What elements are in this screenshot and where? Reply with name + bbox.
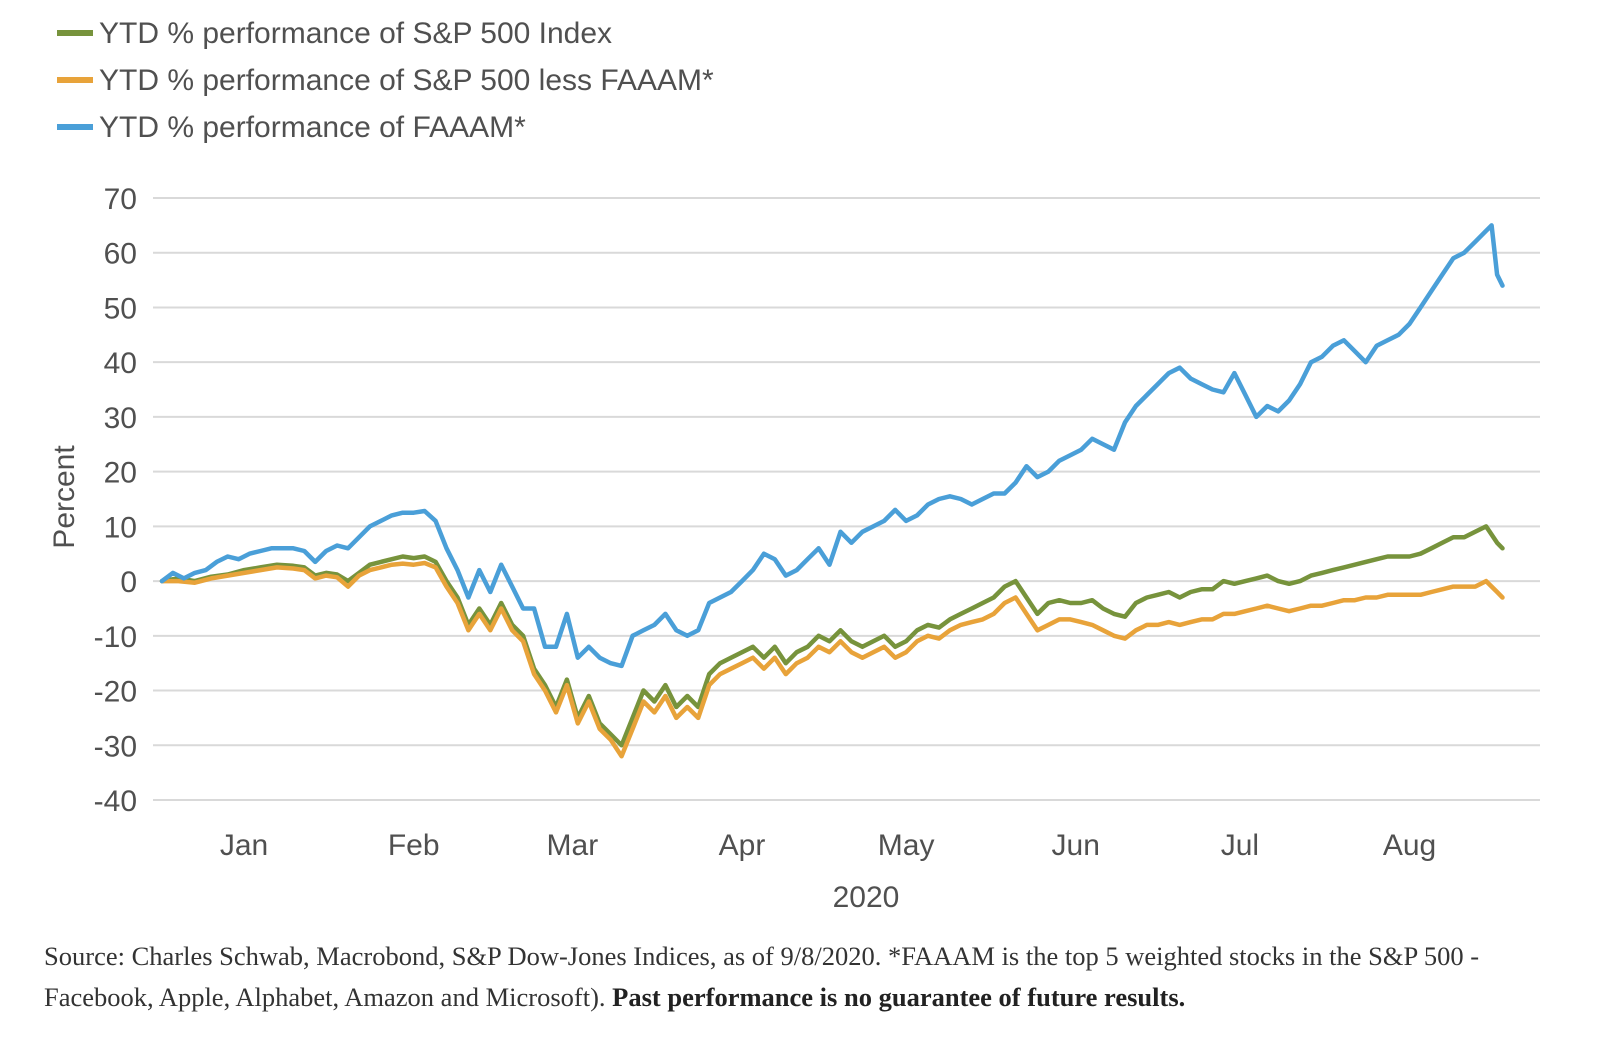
x-tick-label-apr: Apr	[719, 829, 766, 862]
x-tick-label-jan: Jan	[220, 829, 268, 862]
legend-item-2: YTD % performance of S&P 500 less FAAAM*	[57, 64, 714, 97]
legend-item-1: YTD % performance of S&P 500 Index	[57, 17, 612, 50]
x-tick-label-may: May	[878, 829, 935, 862]
series-line-3	[159, 223, 1505, 669]
x-tick-label-jun: Jun	[1052, 829, 1100, 862]
y-tick-label: 10	[104, 511, 137, 544]
y-tick-label: -30	[94, 730, 137, 763]
legend-label: YTD % performance of FAAAM*	[99, 111, 526, 144]
y-tick-label: 60	[104, 238, 137, 271]
y-axis-tick-labels: 70 60 50 40 30 20 10 0 -10 -20 -30 -40	[94, 183, 137, 818]
source-text: Source: Charles Schwab, Macrobond, S&P D…	[44, 941, 1480, 1012]
x-tick-label-feb: Feb	[388, 829, 440, 862]
chart-legend: YTD % performance of S&P 500 Index YTD % …	[57, 17, 714, 144]
series-lines	[159, 223, 1505, 759]
y-tick-label: 30	[104, 402, 137, 435]
y-tick-label: -40	[94, 785, 137, 818]
legend-label: YTD % performance of S&P 500 Index	[99, 17, 612, 50]
x-axis-title: 2020	[833, 881, 900, 914]
legend-label: YTD % performance of S&P 500 less FAAAM*	[99, 64, 714, 97]
y-tick-label: 70	[104, 183, 137, 216]
grid-lines	[153, 197, 1540, 801]
y-tick-label: 40	[104, 347, 137, 380]
series-line-2	[159, 560, 1505, 759]
legend-item-3: YTD % performance of FAAAM*	[57, 111, 526, 144]
y-axis-title: Percent	[48, 445, 81, 549]
x-tick-label-aug: Aug	[1383, 829, 1436, 862]
x-axis-tick-labels: Jan Feb Mar Apr May Jun Jul Aug	[220, 829, 1436, 862]
disclaimer-text: Past performance is no guarantee of futu…	[612, 982, 1186, 1012]
x-tick-label-jul: Jul	[1221, 829, 1259, 862]
y-tick-label: 20	[104, 457, 137, 490]
series-line-1	[159, 524, 1505, 748]
x-tick-label-mar: Mar	[547, 829, 599, 862]
source-footnote: Source: Charles Schwab, Macrobond, S&P D…	[44, 936, 1554, 1018]
y-tick-label: -10	[94, 621, 137, 654]
y-tick-label: 0	[120, 566, 137, 599]
y-tick-label: 50	[104, 292, 137, 325]
y-tick-label: -20	[94, 676, 137, 709]
